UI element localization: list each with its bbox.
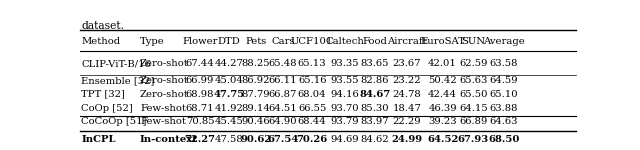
Text: 93.79: 93.79 [330,117,359,126]
Text: 72.27: 72.27 [184,135,216,144]
Text: Food: Food [363,37,388,46]
Text: CoCoOp [51]: CoCoOp [51] [81,117,147,126]
Text: 66.11: 66.11 [269,76,297,85]
Text: 84.67: 84.67 [360,90,391,99]
Text: Cars: Cars [271,37,294,46]
Text: 70.26: 70.26 [296,135,328,144]
Text: Method: Method [81,37,120,46]
Text: Zero-shot: Zero-shot [140,59,189,68]
Text: 63.88: 63.88 [490,104,518,113]
Text: 83.65: 83.65 [361,59,389,68]
Text: 93.35: 93.35 [330,59,359,68]
Text: 93.55: 93.55 [330,76,359,85]
Text: 66.89: 66.89 [459,117,488,126]
Text: 65.48: 65.48 [269,59,297,68]
Text: 24.78: 24.78 [392,90,421,99]
Text: 64.63: 64.63 [490,117,518,126]
Text: 86.92: 86.92 [242,76,270,85]
Text: 64.52: 64.52 [427,135,458,144]
Text: 94.16: 94.16 [330,90,359,99]
Text: 47.75: 47.75 [214,90,245,99]
Text: 68.44: 68.44 [298,117,326,126]
Text: dataset.: dataset. [81,21,125,32]
Text: 65.63: 65.63 [459,76,488,85]
Text: 23.22: 23.22 [392,76,421,85]
Text: 68.71: 68.71 [186,104,214,113]
Text: 46.39: 46.39 [428,104,457,113]
Text: Average: Average [483,37,525,46]
Text: EuroSAT: EuroSAT [420,37,465,46]
Text: 65.13: 65.13 [298,59,326,68]
Text: 88.25: 88.25 [242,59,270,68]
Text: 42.01: 42.01 [428,59,457,68]
Text: Few-shot: Few-shot [140,117,186,126]
Text: 90.62: 90.62 [241,135,272,144]
Text: 22.29: 22.29 [392,117,421,126]
Text: 84.62: 84.62 [361,135,389,144]
Text: 47.58: 47.58 [215,135,244,144]
Text: 50.42: 50.42 [428,76,457,85]
Text: 87.79: 87.79 [242,90,270,99]
Text: 64.90: 64.90 [269,117,297,126]
Text: 67.54: 67.54 [267,135,298,144]
Text: 64.15: 64.15 [459,104,488,113]
Text: Zero-shot: Zero-shot [140,76,189,85]
Text: 64.59: 64.59 [490,76,518,85]
Text: 83.97: 83.97 [361,117,389,126]
Text: 42.44: 42.44 [428,90,457,99]
Text: 70.85: 70.85 [186,117,214,126]
Text: 94.69: 94.69 [330,135,359,144]
Text: 85.30: 85.30 [361,104,389,113]
Text: 67.44: 67.44 [186,59,214,68]
Text: 24.99: 24.99 [391,135,422,144]
Text: 62.59: 62.59 [459,59,488,68]
Text: 93.70: 93.70 [330,104,359,113]
Text: 66.55: 66.55 [298,104,326,113]
Text: TPT [32]: TPT [32] [81,90,125,99]
Text: Aircraft: Aircraft [387,37,427,46]
Text: 90.46: 90.46 [242,117,270,126]
Text: 63.58: 63.58 [490,59,518,68]
Text: Ensemble [32]: Ensemble [32] [81,76,155,85]
Text: 18.47: 18.47 [392,104,421,113]
Text: SUN: SUN [461,37,485,46]
Text: UCF101: UCF101 [291,37,333,46]
Text: Type: Type [140,37,164,46]
Text: 65.16: 65.16 [298,76,326,85]
Text: 65.10: 65.10 [490,90,518,99]
Text: 68.98: 68.98 [186,90,214,99]
Text: 67.93: 67.93 [458,135,489,144]
Text: InCPL: InCPL [81,135,116,144]
Text: Flower: Flower [182,37,218,46]
Text: 66.87: 66.87 [269,90,297,99]
Text: 65.50: 65.50 [459,90,488,99]
Text: 45.04: 45.04 [215,76,244,85]
Text: 66.99: 66.99 [186,76,214,85]
Text: 45.45: 45.45 [215,117,244,126]
Text: Zero-shot: Zero-shot [140,90,189,99]
Text: 68.50: 68.50 [488,135,520,144]
Text: 23.67: 23.67 [392,59,421,68]
Text: 89.14: 89.14 [242,104,271,113]
Text: Pets: Pets [246,37,267,46]
Text: CoOp [52]: CoOp [52] [81,104,133,113]
Text: 39.23: 39.23 [428,117,457,126]
Text: 64.51: 64.51 [269,104,297,113]
Text: In-context: In-context [140,135,198,144]
Text: 41.92: 41.92 [215,104,244,113]
Text: Few-shot: Few-shot [140,104,186,113]
Text: DTD: DTD [218,37,241,46]
Text: Caltech: Caltech [325,37,364,46]
Text: 44.27: 44.27 [215,59,244,68]
Text: 82.86: 82.86 [361,76,389,85]
Text: 68.04: 68.04 [298,90,326,99]
Text: CLIP-ViT-B/16: CLIP-ViT-B/16 [81,59,152,68]
